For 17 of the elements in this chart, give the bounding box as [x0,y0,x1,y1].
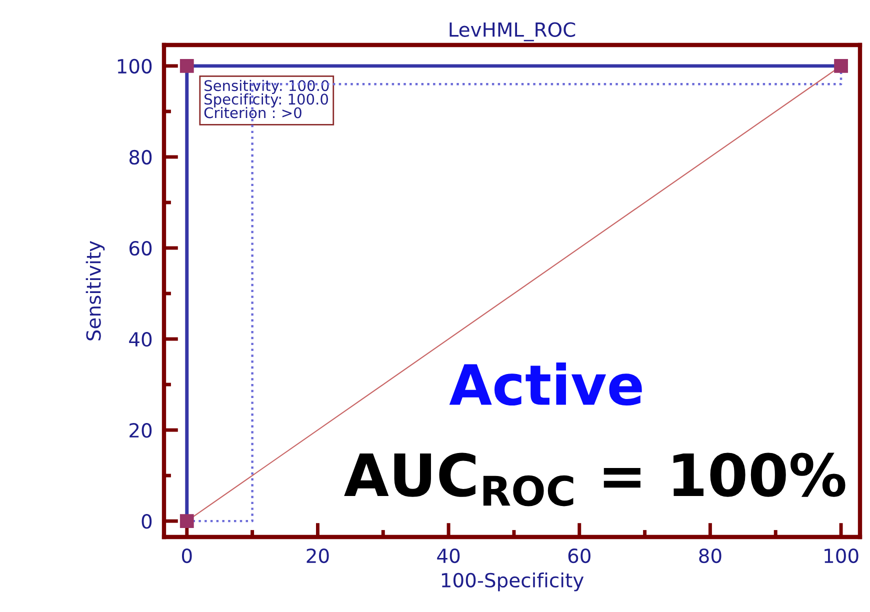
y-tick-label: 100 [118,58,152,74]
annotation: Active [449,362,642,406]
x-tick-label: 100 [824,548,858,564]
x-tick-label: 80 [699,548,722,564]
y-axis-title: Sensitivity [86,240,105,340]
annotation: AUC$_{ROC}$ = 100% [344,452,846,506]
y-tick-label: 20 [130,423,152,438]
y-tick-label: 40 [129,332,152,347]
y-tick-label: 0 [142,514,152,529]
x-axis-title: 100-Specificity [442,572,584,592]
y-tick-label: 60 [130,240,152,256]
x-tick-label: 20 [306,548,329,564]
y-tick-label: 80 [129,150,152,165]
x-tick-label: 0 [182,548,192,564]
chart-title: LevHML_ROC [450,22,576,42]
x-tick-label: 60 [568,548,590,564]
x-tick-label: 40 [437,548,460,564]
